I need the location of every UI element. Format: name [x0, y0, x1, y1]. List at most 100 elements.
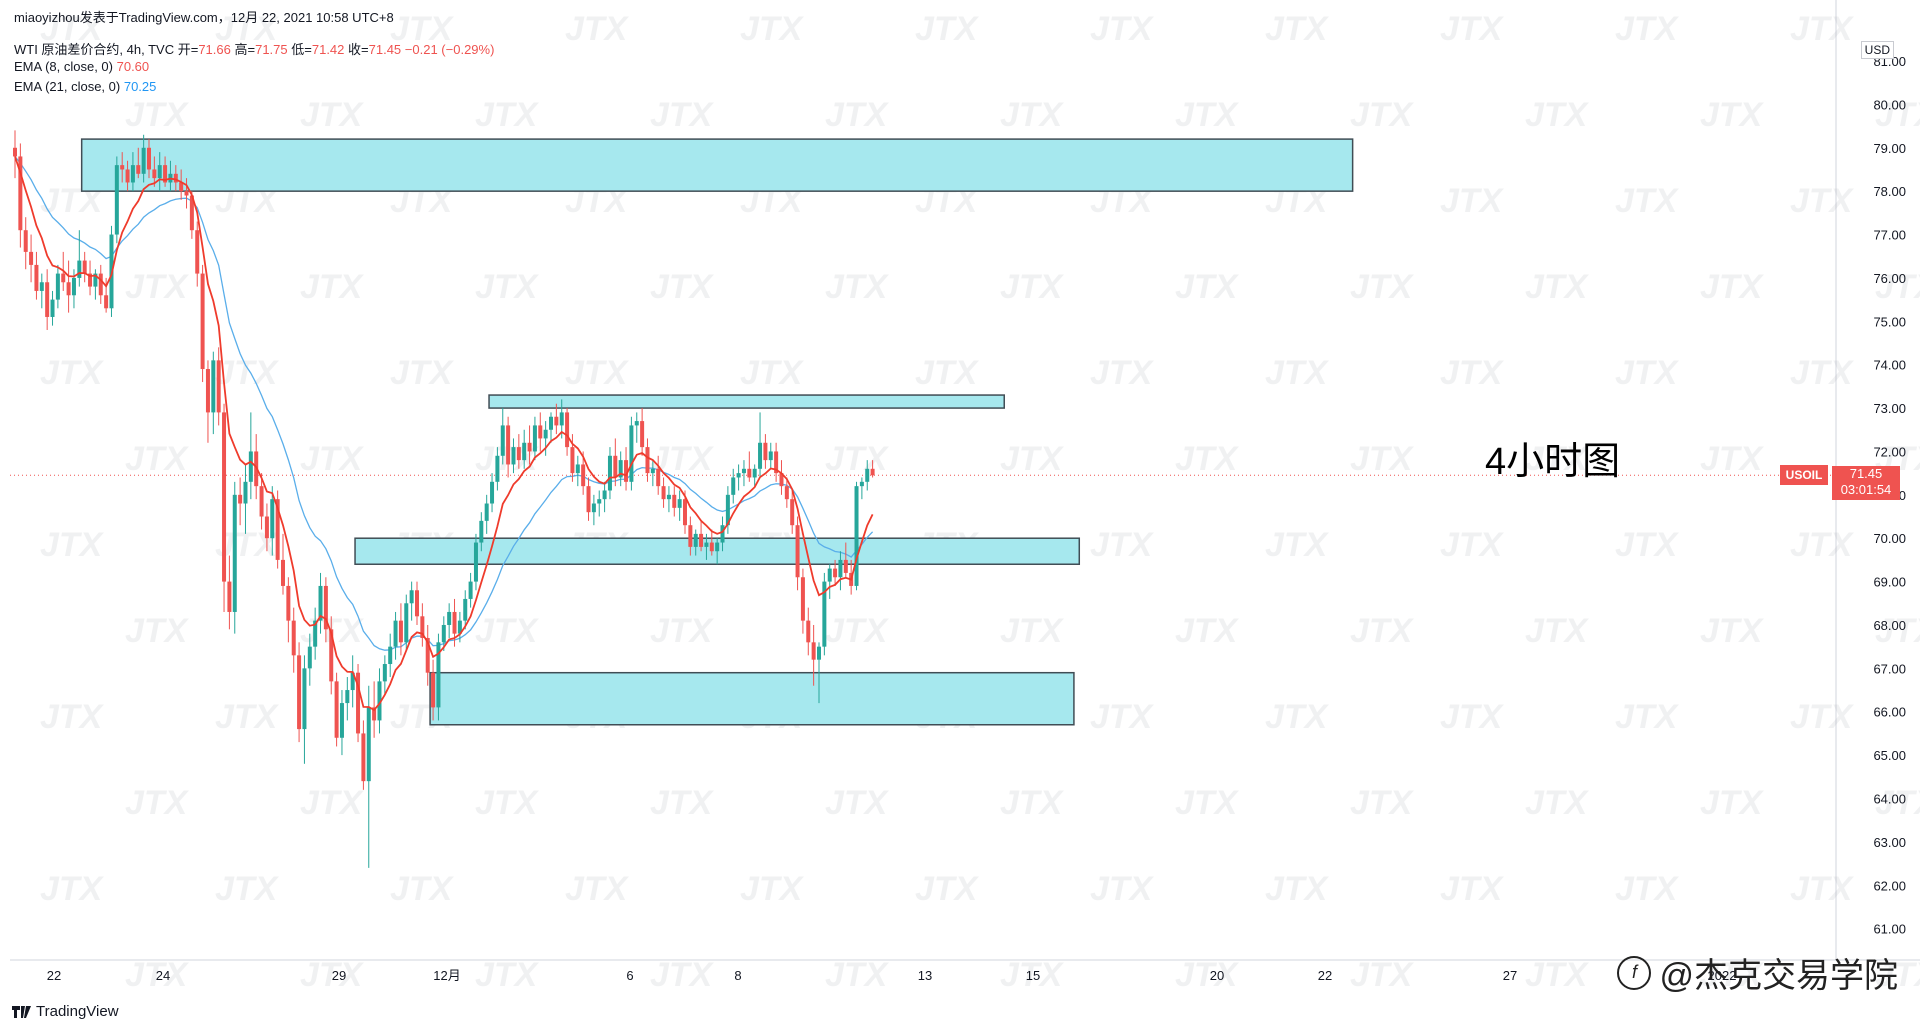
candle: [29, 234, 34, 283]
watermark-mark: JTX: [1265, 10, 1330, 48]
candle: [490, 473, 495, 513]
candle-body: [173, 173, 178, 183]
candle-body: [741, 468, 746, 474]
candle: [725, 486, 730, 534]
candle-body: [339, 703, 344, 738]
watermark-mark: JTX: [825, 96, 890, 134]
candle: [613, 438, 618, 487]
candle-body: [559, 412, 564, 426]
watermark-mark: JTX: [1175, 440, 1240, 478]
candle-body: [200, 273, 205, 370]
watermark-mark: JTX: [1440, 870, 1505, 908]
candle-body: [774, 451, 779, 474]
timeframe-annotation: 4小时图: [1485, 441, 1621, 483]
candle-body: [838, 559, 843, 578]
watermark-mark: JTX: [1440, 354, 1505, 392]
candle-body: [125, 169, 130, 183]
candle: [597, 490, 602, 517]
candle-body: [163, 165, 168, 183]
candle-body: [473, 542, 478, 582]
watermark-mark: JTX: [475, 956, 540, 994]
candle: [795, 516, 800, 591]
candle-body: [731, 477, 736, 495]
candle-body: [130, 165, 135, 183]
candle: [393, 611, 398, 660]
ema8-legend[interactable]: EMA (8, close, 0) 70.60: [14, 59, 149, 74]
watermark-mark: JTX: [1875, 612, 1920, 650]
candle: [833, 559, 838, 586]
candle-body: [565, 412, 570, 448]
candle: [473, 533, 478, 591]
candle-body: [634, 421, 639, 426]
watermark-mark: JTX: [825, 440, 890, 478]
watermark-mark: JTX: [650, 268, 715, 306]
candle-body: [591, 503, 596, 513]
candle: [120, 152, 125, 183]
candle-body: [195, 230, 200, 274]
watermark-mark: JTX: [40, 10, 105, 48]
ema21-value: 70.25: [123, 79, 157, 94]
watermark-mark: JTX: [1440, 698, 1505, 736]
candle: [468, 572, 473, 608]
candle-body: [479, 520, 484, 543]
candle: [779, 460, 784, 495]
watermark-mark: JTX: [1000, 784, 1065, 822]
candle-body: [672, 494, 677, 508]
candle-body: [677, 499, 682, 508]
candle: [114, 156, 119, 244]
candle: [163, 156, 168, 187]
watermark-mark: JTX: [1350, 96, 1415, 134]
candle: [281, 533, 285, 595]
supply-demand-zone: [80, 138, 1354, 192]
watermark-mark: JTX: [1875, 956, 1920, 994]
candle-body: [66, 282, 71, 296]
candle-body: [495, 455, 500, 482]
tradingview-brand-label: TradingView: [36, 1003, 119, 1020]
candle: [356, 664, 361, 743]
candle-body: [281, 559, 285, 586]
candle-body: [157, 165, 162, 179]
watermark-mark: JTX: [475, 268, 540, 306]
watermark-mark: JTX: [1700, 268, 1765, 306]
candle: [865, 460, 870, 491]
watermark-mark: JTX: [125, 268, 190, 306]
ema21-legend[interactable]: EMA (21, close, 0) 70.25: [14, 79, 156, 94]
watermark-mark: JTX: [1090, 526, 1155, 564]
watermark-mark: JTX: [565, 10, 630, 48]
watermark-mark: JTX: [1175, 956, 1240, 994]
candle-body: [425, 637, 430, 673]
watermark-mark: JTX: [300, 956, 365, 994]
candle-body: [447, 611, 452, 625]
candle: [141, 134, 146, 183]
candle: [232, 481, 237, 634]
candle: [318, 572, 323, 634]
candle-body: [752, 468, 757, 478]
candle-body: [854, 486, 859, 586]
watermark-mark: JTX: [565, 354, 630, 392]
candle-body: [795, 525, 800, 578]
candle-body: [468, 581, 473, 599]
y-tick-label: 80.00: [1873, 97, 1906, 112]
candle-body: [640, 421, 645, 448]
tradingview-brand[interactable]: TradingView: [12, 1003, 119, 1020]
watermark-mark: JTX: [1440, 526, 1505, 564]
candle: [693, 529, 698, 556]
candle-body: [618, 460, 623, 478]
candle-body: [768, 451, 773, 461]
watermark-mark: JTX: [1700, 956, 1765, 994]
watermark-mark: JTX: [1350, 784, 1415, 822]
candle-body: [404, 603, 409, 643]
watermark-mark: JTX: [1790, 182, 1855, 220]
candle: [677, 490, 682, 521]
candle-body: [323, 585, 328, 630]
y-tick-label: 79.00: [1873, 141, 1906, 156]
candle-body: [291, 620, 296, 656]
currency-label[interactable]: USD: [1860, 41, 1894, 59]
candle-body: [45, 282, 50, 317]
candle: [607, 447, 612, 500]
candle-body: [602, 490, 607, 500]
candle: [436, 633, 441, 721]
candle-body: [238, 494, 243, 504]
candle-body: [114, 165, 119, 235]
